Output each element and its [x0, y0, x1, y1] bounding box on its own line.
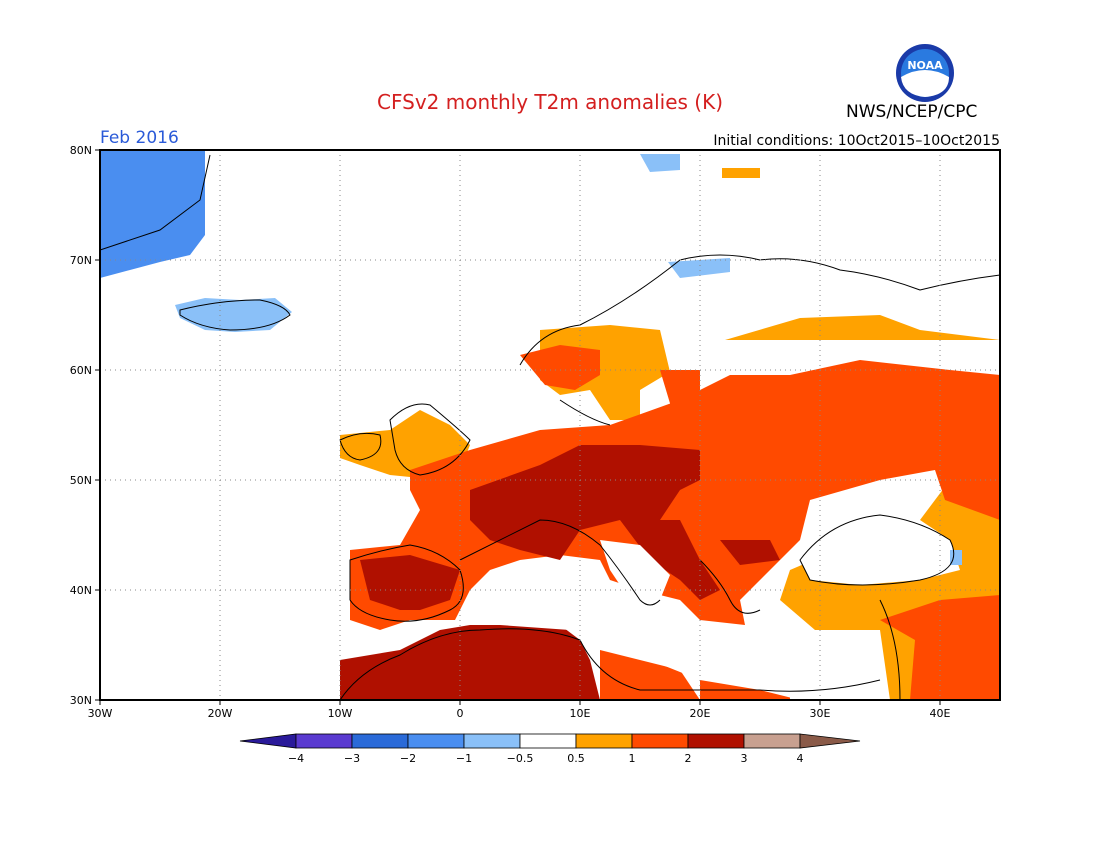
legend-swatch [631, 733, 689, 749]
legend-label: −4 [288, 752, 304, 765]
svalbard-cold-area [640, 154, 680, 172]
legend-label: 3 [741, 752, 748, 765]
forecast-month: Feb 2016 [100, 128, 179, 148]
legend-label: 1 [629, 752, 636, 765]
legend-swatch [687, 733, 745, 749]
iceland-cold-area [175, 298, 292, 332]
lat-axis-labels: 80N 70N 60N 50N 40N 30N [70, 144, 92, 707]
warm-darkred-iberia [360, 555, 460, 610]
legend-label: −3 [344, 752, 360, 765]
lon-tick: 30E [810, 707, 831, 720]
legend-label: 0.5 [567, 752, 585, 765]
lat-tick: 70N [70, 254, 92, 267]
legend-label: −2 [400, 752, 416, 765]
legend-swatch [743, 733, 801, 749]
coastlines [100, 154, 1000, 700]
tick-marks [95, 149, 941, 705]
lat-tick: 40N [70, 584, 92, 597]
lon-tick: 10E [570, 707, 591, 720]
lon-tick: 10W [328, 707, 353, 720]
logo-text: NOAA [907, 59, 943, 72]
lon-axis-labels: 30W 20W 10W 0 10E 20E 30E 40E [88, 707, 951, 720]
lon-tick: 20E [690, 707, 711, 720]
legend-label: −1 [456, 752, 472, 765]
warm-darkred-balkans [620, 520, 720, 600]
lat-tick: 50N [70, 474, 92, 487]
legend-swatch-above-4 [799, 733, 861, 749]
north-scandinavia-cold-area [668, 258, 730, 278]
legend-swatch [463, 733, 521, 749]
lat-tick: 30N [70, 694, 92, 707]
map-title: CFSv2 monthly T2m anomalies (K) [377, 90, 723, 114]
lon-tick: 20W [208, 707, 233, 720]
lon-tick: 40E [930, 707, 951, 720]
legend-swatch [295, 733, 353, 749]
warm-red-south-east [880, 595, 1000, 700]
mediterranean-neutral [460, 585, 880, 700]
map-frame [99, 149, 1001, 701]
noaa-logo-icon: NOAA [896, 44, 954, 102]
color-legend: −4 −3 −2 −1 −0.5 0.5 1 2 3 4 [239, 733, 861, 765]
warm-red-north-africa-east [600, 650, 700, 700]
greenland-cold-area [100, 150, 205, 278]
initial-conditions: Initial conditions: 10Oct2015–10Oct2015 [713, 133, 1000, 149]
warm-darkred-north-africa [340, 625, 600, 700]
legend-swatch [519, 733, 577, 749]
legend-swatch [407, 733, 465, 749]
black-sea-neutral [800, 515, 960, 585]
lat-tick: 60N [70, 364, 92, 377]
lon-tick: 30W [88, 707, 113, 720]
legend-swatch [575, 733, 633, 749]
anomaly-fields [100, 150, 1000, 700]
legend-label: 2 [685, 752, 692, 765]
warm-red-scandinavia [520, 345, 600, 390]
agency-label: NWS/NCEP/CPC [846, 102, 978, 122]
lat-tick: 80N [70, 144, 92, 157]
legend-swatch-below-minus4 [239, 733, 297, 749]
warm-orange-barents [722, 168, 760, 178]
legend-swatch [351, 733, 409, 749]
warm-darkred-romania [720, 540, 780, 565]
black-sea-cold-dot [950, 550, 962, 565]
legend-label: 4 [797, 752, 804, 765]
graticule [100, 150, 1000, 700]
legend-label: −0.5 [507, 752, 534, 765]
warm-red-finland [660, 370, 700, 420]
lon-tick: 0 [457, 707, 464, 720]
italy-neutral [600, 540, 670, 600]
warm-darkred-central [470, 445, 700, 560]
